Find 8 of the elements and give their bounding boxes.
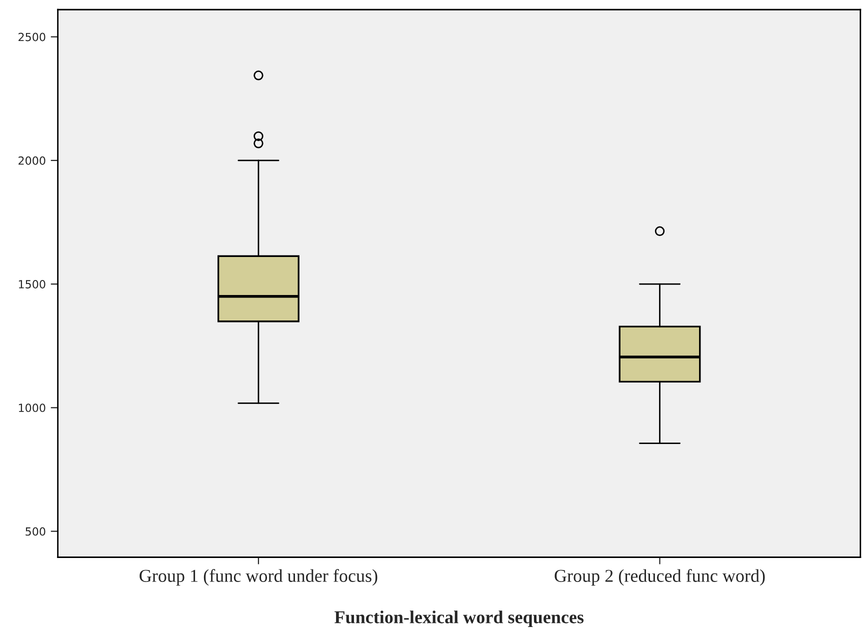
x-tick-label: Group 2 (reduced func word) [554,569,765,586]
y-tick-label: 1500 [18,280,46,288]
x-tick-label: Group 1 (func word under focus) [140,569,378,586]
y-tick-label: 2000 [18,156,46,165]
y-tick-label: 500 [26,527,46,536]
y-tick-label: 1000 [18,404,46,412]
y-tick-label: 2500 [18,32,46,42]
x-axis-title: Function-lexical word sequences [334,610,584,627]
